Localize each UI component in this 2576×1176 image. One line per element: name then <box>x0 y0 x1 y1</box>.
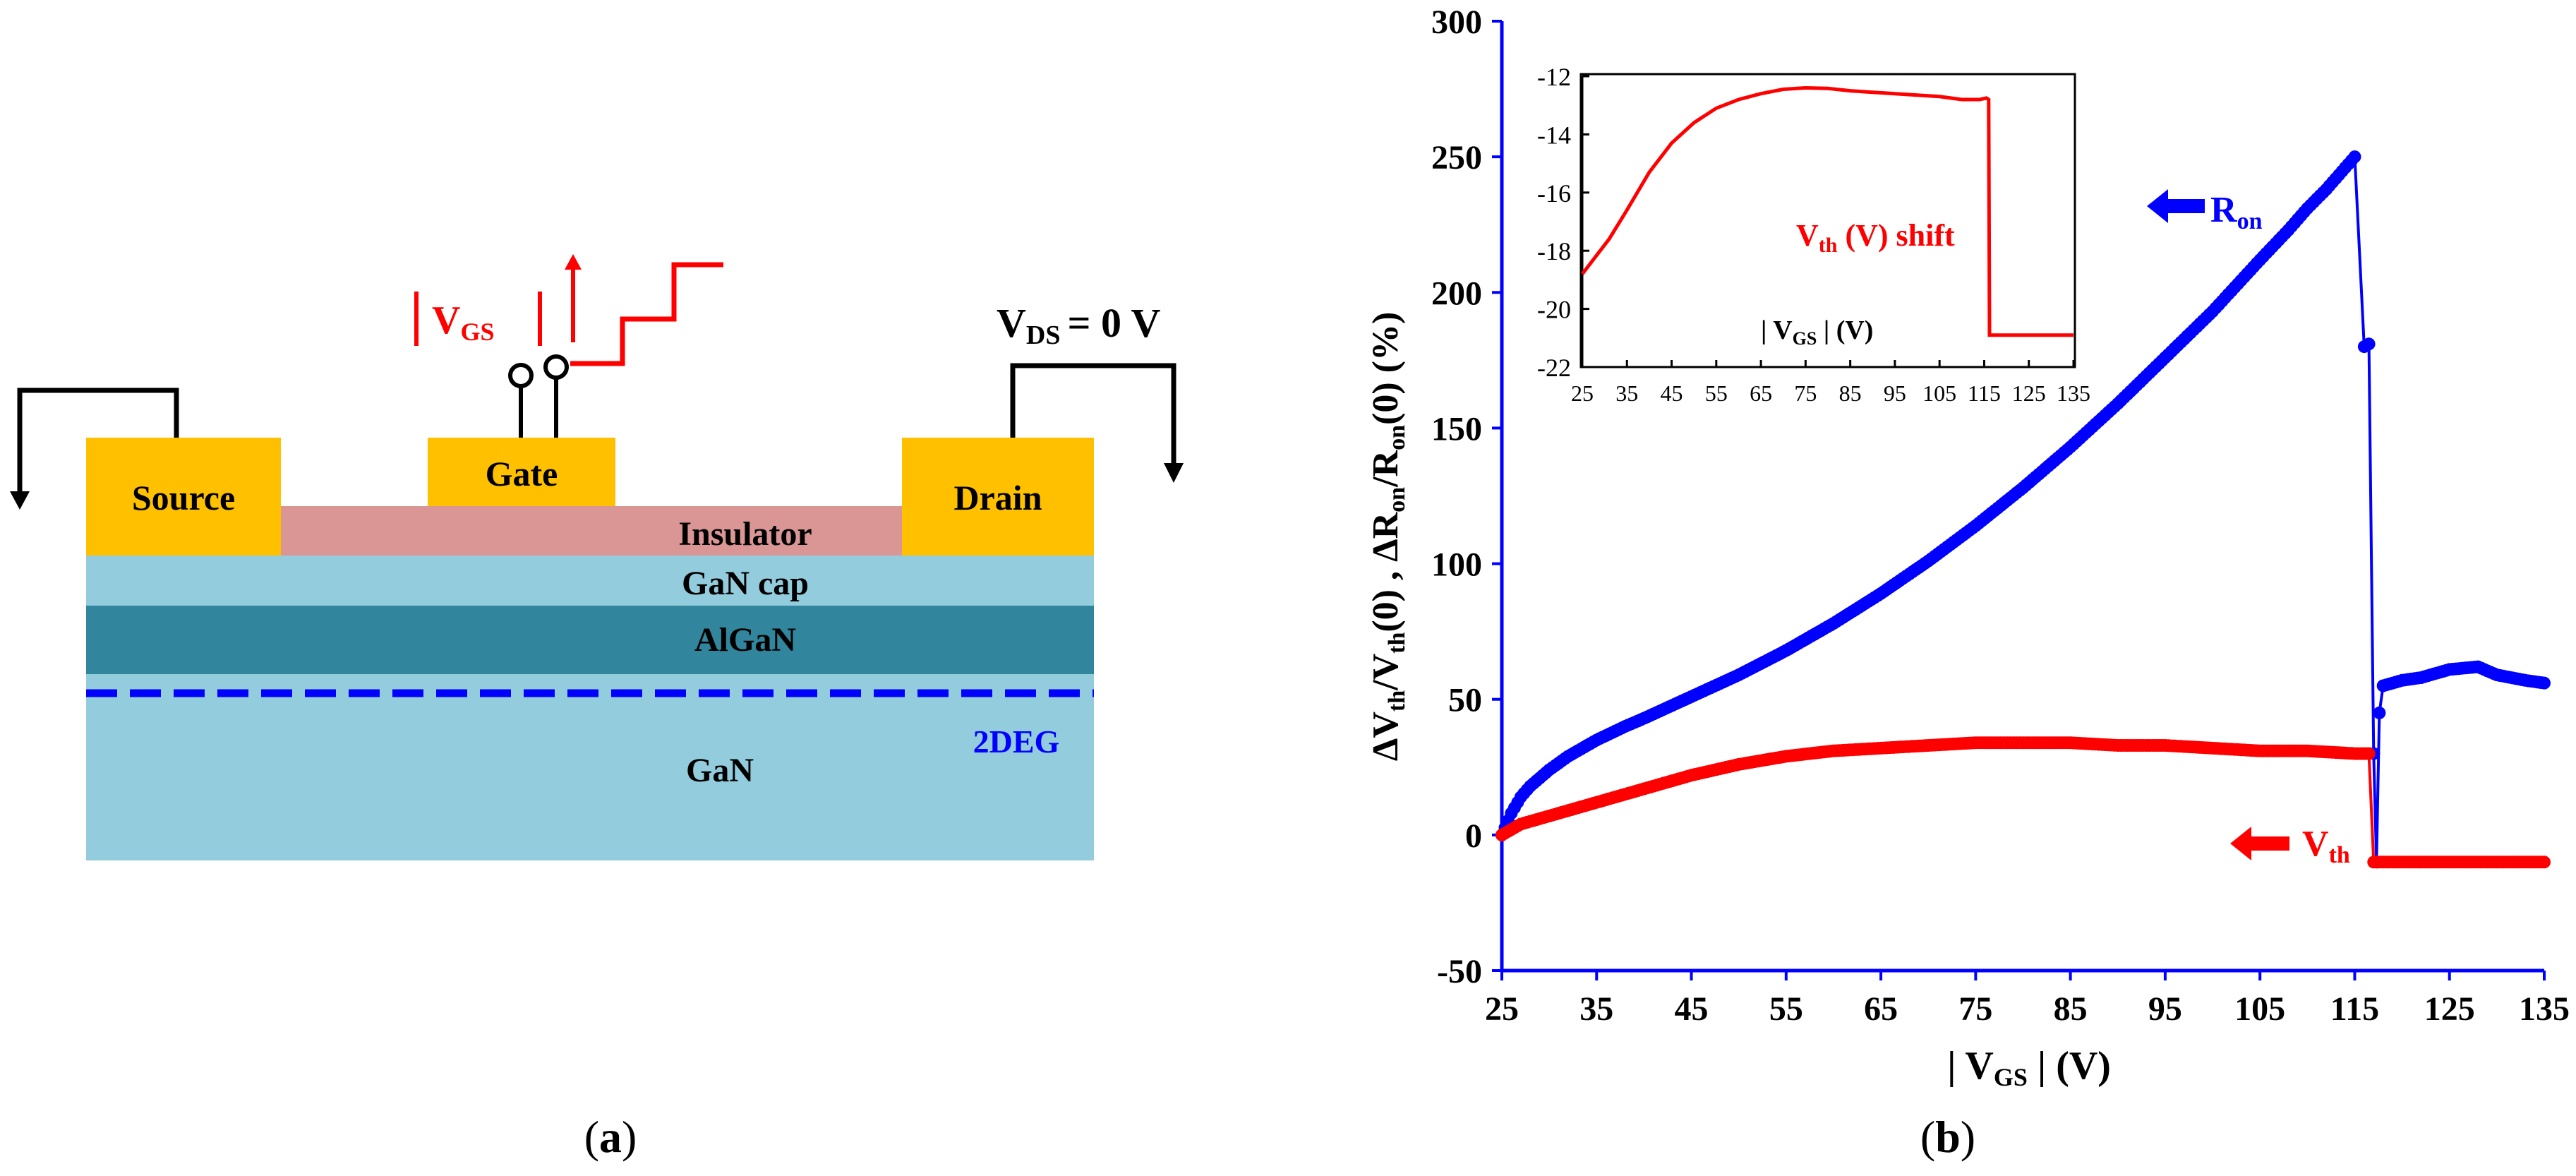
vth-point <box>2362 747 2376 760</box>
inset-x-tick-label: 85 <box>1839 380 1862 406</box>
inset-x-tick-label: 25 <box>1571 380 1594 406</box>
drain-contact <box>902 438 1094 556</box>
ron-point <box>2373 706 2386 719</box>
main-y-axis-title: ΔVth/Vth(0) , ΔRon/Ron(0) (%) <box>1366 312 1410 762</box>
main-y-tick-label: 0 <box>1465 817 1482 855</box>
inset-x-tick-label: 95 <box>1884 380 1906 406</box>
main-x-tick-label: 65 <box>1864 990 1898 1028</box>
insulator-layer <box>281 506 902 556</box>
inset-title: Vth (V) shift <box>1796 218 1955 257</box>
vds-label: VDS = 0 V <box>997 300 1160 350</box>
main-x-tick-label: 35 <box>1579 990 1613 1028</box>
main-x-axis-title: | VGS | (V) <box>1947 1044 2111 1091</box>
inset-x-tick-label: 115 <box>1968 380 2001 406</box>
main-y-tick-label: 200 <box>1431 275 1482 312</box>
2deg-label: 2DEG <box>973 724 1060 760</box>
inset-y-tick-label: -14 <box>1537 121 1571 149</box>
main-y-tick-label: -50 <box>1437 953 1482 990</box>
vth-label: Vth <box>2302 824 2350 868</box>
gate-contact <box>428 438 615 506</box>
main-x-tick-label: 135 <box>2519 990 2570 1028</box>
main-x-tick-label: 95 <box>2148 990 2182 1028</box>
inset-y-tick-label: -12 <box>1537 63 1571 91</box>
main-x-tick-label: 105 <box>2234 990 2285 1028</box>
inset-x-tick-label: 65 <box>1750 380 1772 406</box>
gan-cap-layer <box>86 556 1094 606</box>
inset-x-axis-title: | VGS | (V) <box>1761 316 1873 349</box>
algan-layer <box>86 606 1094 674</box>
source-wire <box>17 388 179 494</box>
inset-y-tick-label: -16 <box>1537 179 1571 208</box>
inset-x-tick-label: 35 <box>1615 380 1638 406</box>
main-x-tick-label: 85 <box>2054 990 2088 1028</box>
gate-probe-2-tip <box>543 354 569 380</box>
inset-x-tick-label: 105 <box>1922 380 1956 406</box>
gan-label: GaN <box>686 752 754 789</box>
insulator-label: Insulator <box>678 515 812 553</box>
ron-arrow <box>2147 189 2205 223</box>
drain-label: Drain <box>954 478 1042 517</box>
main-x-tick-label: 55 <box>1769 990 1803 1028</box>
main-x-tick-label: 115 <box>2330 990 2379 1028</box>
main-y-tick-label: 50 <box>1448 682 1482 719</box>
main-y-tick-label: 250 <box>1431 139 1482 176</box>
drain-wire <box>1010 363 1176 466</box>
vth-series-line <box>1501 741 2544 864</box>
main-x-tick-label: 25 <box>1485 990 1519 1028</box>
ron-point <box>2538 676 2551 690</box>
vgs-staircase <box>570 262 723 366</box>
inset-y-tick-label: -18 <box>1537 237 1571 265</box>
drain-arrow <box>1164 463 1184 483</box>
ron-point <box>2348 150 2361 164</box>
inset-x-tick-label: 135 <box>2057 380 2090 406</box>
main-y-tick-label: 100 <box>1431 546 1482 584</box>
gate-label: Gate <box>486 454 558 493</box>
inset-x-tick-label: 75 <box>1794 380 1817 406</box>
inset-x-tick-label: 45 <box>1661 380 1683 406</box>
vth-point <box>2538 856 2551 869</box>
panel-a-caption: (a) <box>584 1112 637 1162</box>
inset-x-tick-label: 55 <box>1705 380 1728 406</box>
source-contact <box>86 438 281 556</box>
main-chart: -50 0 50 100 150 200 250 300 25 35 45 55 65 75 85 95 105… <box>1366 4 2570 1162</box>
inset-y-tick-label: -20 <box>1537 296 1571 324</box>
main-y-tick-label: 300 <box>1431 4 1482 41</box>
vth-annotation: Vth <box>2230 824 2350 868</box>
panel-b-caption: (b) <box>1920 1112 1975 1162</box>
ron-point <box>2362 337 2376 351</box>
main-y-tick-label: 150 <box>1431 410 1482 448</box>
vgs-up-arrow-head <box>565 254 582 270</box>
source-arrow <box>10 491 30 510</box>
vth-arrow <box>2230 827 2289 860</box>
inset-y-tick-label: -22 <box>1537 354 1571 382</box>
inset-chart: -22 -20 -18 -16 -14 -12 25 35 45 55 65 75 85 95 105 115… <box>1537 63 2090 406</box>
vgs-label: VGS <box>432 299 494 346</box>
ron-annotation: Ron <box>2147 189 2263 234</box>
gan-layer <box>86 674 1094 860</box>
inset-frame <box>1579 73 2076 368</box>
ron-label: Ron <box>2210 190 2263 234</box>
main-x-tick-label: 125 <box>2424 990 2475 1028</box>
gan-cap-label: GaN cap <box>682 565 809 602</box>
gate-probe-1-tip <box>508 363 534 388</box>
inset-vth-shift-line <box>1581 85 2074 337</box>
device-cross-section: Source Gate Drain Insulator GaN cap AlGa… <box>10 254 1184 1162</box>
algan-label: AlGaN <box>694 621 796 659</box>
inset-x-tick-label: 125 <box>2012 380 2046 406</box>
main-x-tick-label: 75 <box>1958 990 1992 1028</box>
main-x-tick-label: 45 <box>1675 990 1709 1028</box>
source-label: Source <box>132 478 235 517</box>
